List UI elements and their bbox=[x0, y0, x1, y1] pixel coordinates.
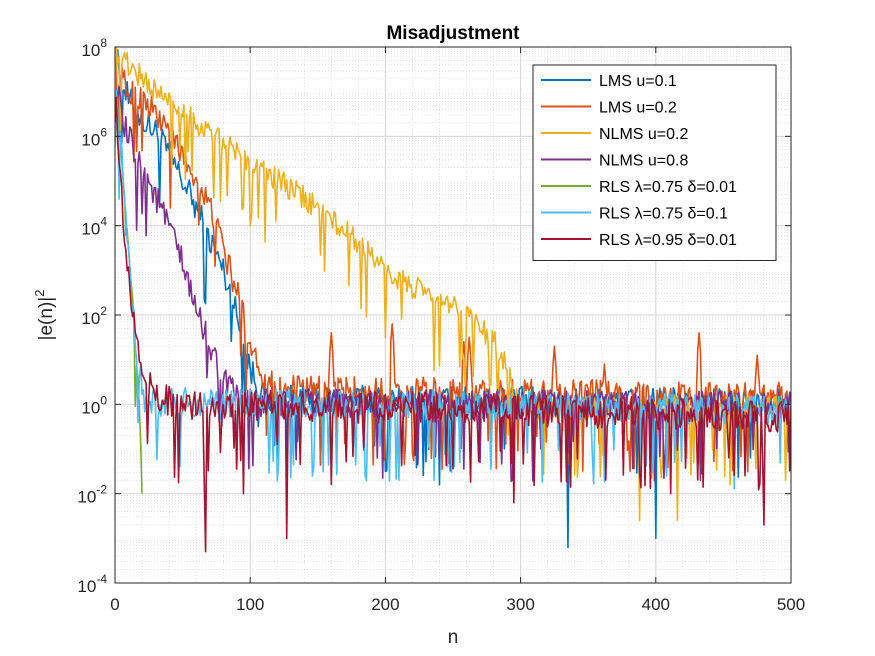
tick-marks bbox=[114, 46, 792, 584]
y-tick-label: 10-4 bbox=[77, 572, 107, 596]
y-tick-label: 102 bbox=[81, 304, 107, 328]
y-tick-label: 104 bbox=[81, 215, 107, 239]
y-tick-label: 106 bbox=[81, 125, 107, 149]
y-tick-labels: 10-4 10-2 100 102 104 106 108 bbox=[77, 36, 107, 596]
legend-entry: RLS λ=0.75 δ=0.01 bbox=[599, 179, 737, 196]
y-axis-label-text: |e(n)| bbox=[36, 297, 57, 341]
legend-entry: NLMS u=0.8 bbox=[599, 153, 688, 170]
x-tick-labels: 0 100 200 300 400 500 bbox=[110, 595, 805, 614]
legend-entry: RLS λ=0.95 δ=0.01 bbox=[599, 232, 737, 249]
series-line bbox=[115, 85, 791, 483]
legend: LMS u=0.1 LMS u=0.2 NLMS u=0.2 NLMS u=0.8 RL… bbox=[532, 64, 777, 261]
x-tick-label: 400 bbox=[642, 595, 670, 614]
x-axis-label: n bbox=[448, 627, 459, 648]
legend-entry: NLMS u=0.2 bbox=[599, 126, 688, 143]
series-line bbox=[115, 96, 791, 553]
y-tick-label: 108 bbox=[81, 36, 107, 60]
legend-entry: LMS u=0.2 bbox=[599, 100, 677, 117]
x-tick-label: 100 bbox=[236, 595, 264, 614]
y-axis-label-exponent: 2 bbox=[32, 290, 47, 297]
legend-entry: LMS u=0.1 bbox=[599, 73, 677, 90]
x-tick-label: 0 bbox=[110, 595, 119, 614]
y-tick-label: 10-2 bbox=[77, 483, 107, 507]
x-tick-label: 200 bbox=[371, 595, 399, 614]
chart-title: Misadjustment bbox=[386, 23, 520, 44]
series-layer bbox=[115, 46, 791, 553]
x-tick-label: 300 bbox=[506, 595, 534, 614]
legend-box bbox=[532, 64, 777, 261]
y-axis-label: |e(n)|2 bbox=[32, 290, 57, 341]
x-tick-label: 500 bbox=[777, 595, 805, 614]
y-tick-label: 100 bbox=[81, 393, 107, 417]
legend-entry: RLS λ=0.75 δ=0.1 bbox=[599, 206, 728, 223]
